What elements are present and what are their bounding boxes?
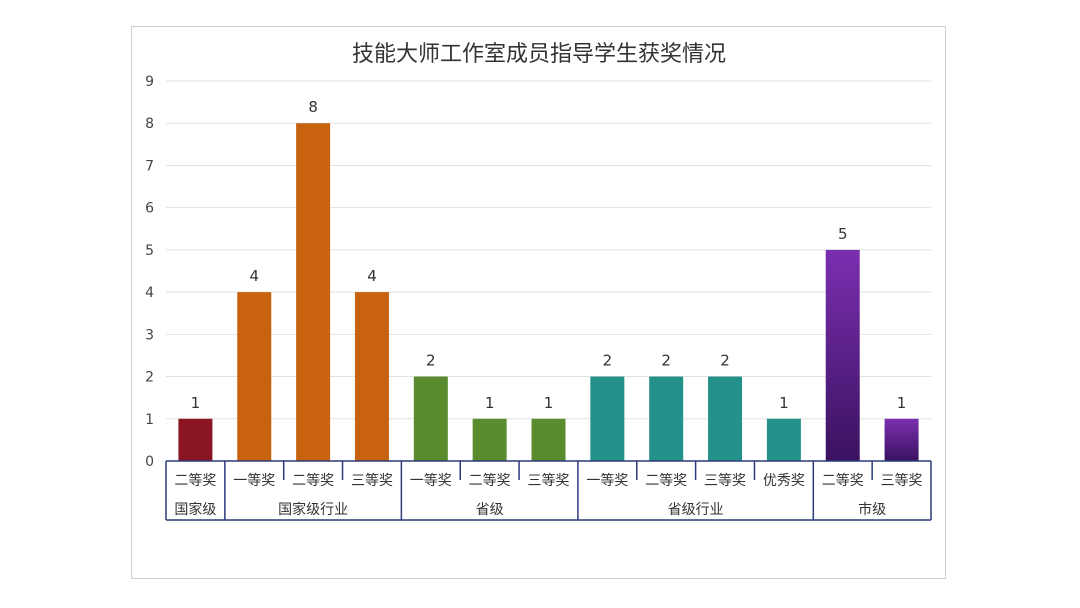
y-tick-label: 0 <box>145 454 154 470</box>
y-axis: 0 1 2 3 4 5 6 7 8 9 <box>145 74 154 470</box>
data-label: 1 <box>897 394 907 412</box>
bar <box>354 292 389 461</box>
data-label: 4 <box>249 267 259 285</box>
data-label: 1 <box>779 394 789 412</box>
gridlines <box>166 80 931 420</box>
group-label: 国家级行业 <box>278 501 348 518</box>
data-label: 2 <box>720 352 730 370</box>
bar <box>472 418 507 461</box>
group-label: 市级 <box>858 501 886 518</box>
y-tick-label: 6 <box>145 201 154 217</box>
chart-title: 技能大师工作室成员指导学生获奖情况 <box>352 42 726 67</box>
bar <box>296 123 331 461</box>
y-tick-label: 8 <box>145 116 154 132</box>
data-label: 1 <box>544 394 554 412</box>
category-label: 三等奖 <box>528 472 570 489</box>
category-label: 三等奖 <box>704 472 746 489</box>
bar <box>590 376 625 461</box>
bar <box>766 418 801 461</box>
x-axis-table: 二等奖 一等奖 二等奖 三等奖 一等奖 二等奖 三等奖 一等奖 二等奖 三等奖 优秀奖 二等奖 三等奖国… <box>165 460 932 521</box>
category-label: 二等奖 <box>469 472 511 489</box>
data-label: 2 <box>661 352 671 370</box>
bar <box>531 418 566 461</box>
category-label: 三等奖 <box>351 472 393 489</box>
category-label: 二等奖 <box>292 472 334 489</box>
group-label: 省级行业 <box>668 502 724 518</box>
bar <box>178 418 213 461</box>
data-label: 2 <box>426 352 436 370</box>
y-tick-label: 5 <box>145 243 154 259</box>
bar <box>825 249 860 461</box>
data-label: 4 <box>367 267 377 285</box>
bar <box>413 376 448 461</box>
bar <box>708 376 743 461</box>
data-label: 2 <box>603 352 613 370</box>
y-tick-label: 7 <box>145 158 154 174</box>
category-label: 三等奖 <box>881 472 923 489</box>
bar <box>649 376 684 461</box>
y-tick-label: 3 <box>145 327 154 343</box>
category-label: 二等奖 <box>174 472 216 489</box>
data-label: 1 <box>485 394 495 412</box>
category-label: 一等奖 <box>586 472 628 489</box>
data-label: 1 <box>191 394 201 412</box>
bar <box>237 292 272 461</box>
y-tick-label: 4 <box>145 285 154 301</box>
bars: 1 4 8 4 2 1 1 2 2 2 1 5 1 <box>178 98 919 461</box>
category-label: 一等奖 <box>233 472 275 489</box>
category-label: 一等奖 <box>410 472 452 489</box>
category-label: 二等奖 <box>822 472 864 489</box>
category-label: 优秀奖 <box>763 472 805 489</box>
bar <box>884 418 919 461</box>
y-tick-label: 9 <box>145 74 154 90</box>
y-tick-label: 2 <box>145 370 154 386</box>
y-tick-label: 1 <box>145 412 154 428</box>
data-label: 8 <box>308 98 318 116</box>
group-label: 国家级 <box>174 501 216 518</box>
data-label: 5 <box>838 225 848 243</box>
category-label: 二等奖 <box>645 472 687 489</box>
group-label: 省级 <box>476 502 504 518</box>
